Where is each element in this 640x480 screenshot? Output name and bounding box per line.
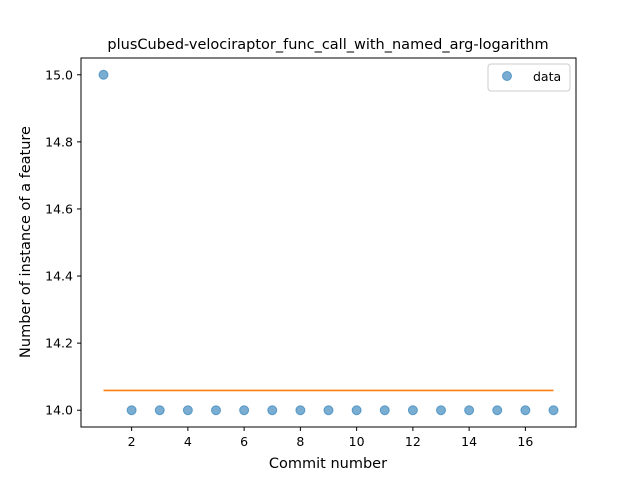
plot-area [98, 69, 559, 416]
x-tick-label: 2 [128, 434, 136, 449]
x-tick-label: 4 [184, 434, 192, 449]
y-tick-label: 14.4 [45, 269, 73, 284]
chart-title: plusCubed-velociraptor_func_call_with_na… [107, 37, 548, 53]
y-axis: 14.0 14.2 14.4 14.6 14.8 15.0 [45, 67, 81, 418]
y-tick-label: 14.6 [45, 201, 73, 216]
data-point [98, 69, 109, 80]
legend-marker [502, 71, 512, 81]
y-tick-label: 14.2 [45, 336, 73, 351]
y-tick-label: 14.8 [45, 134, 73, 149]
data-point [267, 405, 278, 416]
x-tick-label: 14 [461, 434, 477, 449]
data-point [520, 405, 531, 416]
x-tick-label: 6 [240, 434, 248, 449]
x-tick-label: 16 [517, 434, 533, 449]
data-point [126, 405, 137, 416]
data-point [211, 405, 221, 416]
y-tick-label: 15.0 [45, 67, 73, 82]
data-point [295, 405, 306, 416]
y-tick-label: 14.0 [45, 403, 73, 418]
data-point [548, 405, 559, 416]
data-point [182, 405, 193, 416]
legend-label: data [533, 69, 561, 84]
data-point [154, 405, 165, 416]
data-point [239, 405, 250, 416]
x-tick-label: 10 [349, 434, 365, 449]
y-axis-label: Number of instance of a feature [18, 126, 34, 358]
legend-box [487, 63, 571, 92]
data-point [492, 405, 503, 416]
x-axis-label: Commit number [269, 456, 387, 472]
x-tick-label: 8 [296, 434, 304, 449]
x-tick-label: 12 [405, 434, 421, 449]
data-point [407, 405, 418, 416]
data-point [351, 405, 362, 416]
data-point [379, 405, 390, 416]
data-point [436, 405, 446, 416]
data-point [464, 405, 475, 416]
axes-frame [80, 57, 577, 428]
data-point [323, 405, 334, 416]
x-axis: 2 4 6 8 10 12 14 16 [128, 427, 533, 449]
legend: data [487, 63, 571, 92]
